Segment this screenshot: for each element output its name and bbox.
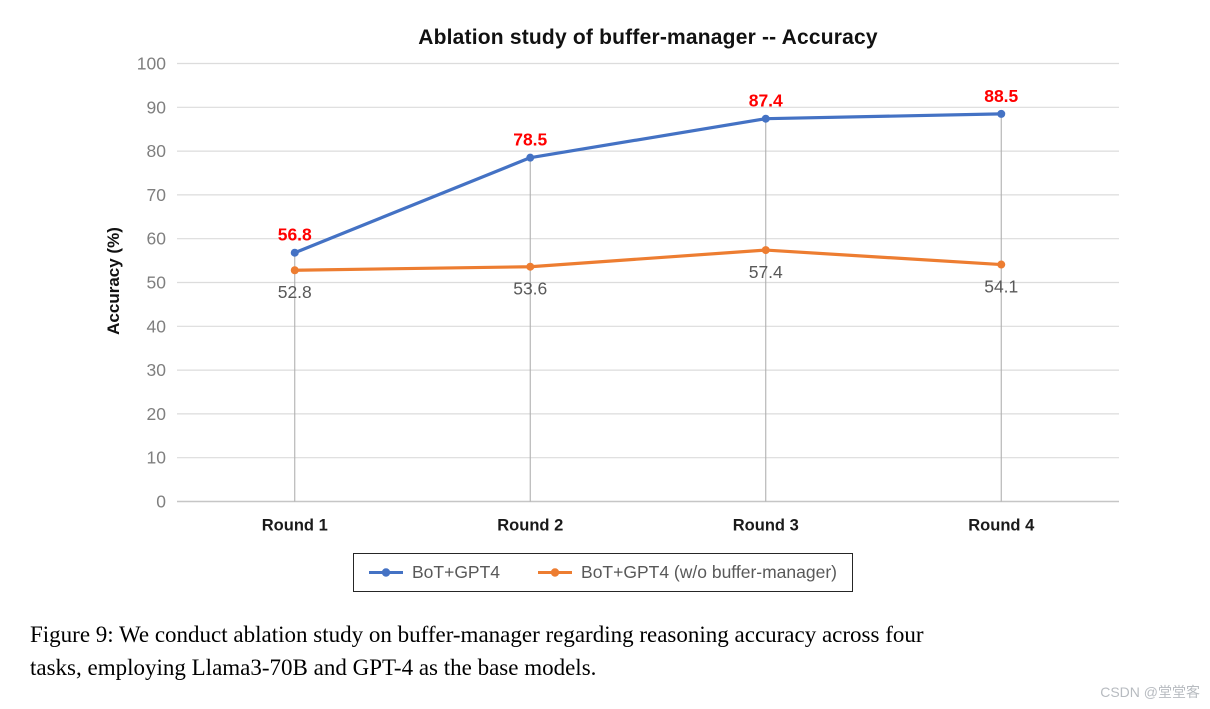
y-tick-label-20: 20 <box>147 404 167 424</box>
chart-title: Ablation study of buffer-manager -- Accu… <box>418 26 878 49</box>
x-tick-label-1: Round 1 <box>262 517 328 535</box>
legend-marker-icon <box>369 568 403 577</box>
legend-label-1: BoT+GPT4 (w/o buffer-manager) <box>581 562 837 582</box>
series-1-data-label-4: 54.1 <box>984 277 1018 297</box>
figure-caption-line1: Figure 9: We conduct ablation study on b… <box>30 622 924 647</box>
y-tick-label-60: 60 <box>147 229 167 249</box>
legend-marker-icon <box>538 568 573 577</box>
series-0-point-4 <box>997 109 1006 118</box>
series-0-point-3 <box>761 114 770 123</box>
legend-item-0: BoT+GPT4 <box>369 562 500 583</box>
series-1-point-4 <box>997 260 1006 269</box>
series-0-point-2 <box>526 153 535 162</box>
watermark: CSDN @堂堂客 <box>1100 684 1200 700</box>
x-tick-label-2: Round 2 <box>497 517 563 535</box>
y-tick-label-90: 90 <box>147 97 167 117</box>
y-tick-label-80: 80 <box>147 141 167 161</box>
series-0-data-label-4: 88.5 <box>984 86 1018 106</box>
y-tick-label-10: 10 <box>147 448 167 468</box>
series-1-point-2 <box>526 262 535 271</box>
y-tick-label-50: 50 <box>147 273 167 293</box>
series-line-0 <box>293 112 1003 255</box>
figure-caption-line2: tasks, employing Llama3-70B and GPT-4 as… <box>30 655 597 680</box>
legend-label-0: BoT+GPT4 <box>412 562 501 582</box>
series-1-data-label-2: 53.6 <box>513 279 547 299</box>
series-1-data-label-3: 57.4 <box>749 262 783 282</box>
series-1-point-1 <box>290 266 299 275</box>
series-line-1 <box>293 248 1003 272</box>
y-tick-label-70: 70 <box>147 185 167 205</box>
series-1-point-3 <box>761 246 770 255</box>
figure-caption: Figure 9: We conduct ablation study on b… <box>30 618 1200 684</box>
series-0-data-label-1: 56.8 <box>278 225 312 245</box>
chart-plot-area: 0 10 20 30 40 50 60 70 80 90 100 Round 1 Round 2 Roun… <box>137 54 1119 535</box>
x-tick-label-4: Round 4 <box>968 517 1035 535</box>
legend-item-1: BoT+GPT4 (w/o buffer-manager) <box>538 562 837 583</box>
series-0-data-label-2: 78.5 <box>513 130 547 150</box>
x-tick-label-3: Round 3 <box>733 517 799 535</box>
series-0-point-1 <box>290 248 299 257</box>
y-tick-label-30: 30 <box>147 360 167 380</box>
chart-legend: BoT+GPT4 BoT+GPT4 (w/o buffer-manager) <box>353 553 853 592</box>
series-0-data-label-3: 87.4 <box>749 91 783 111</box>
series-1-data-label-1: 52.8 <box>278 282 312 302</box>
y-tick-label-40: 40 <box>147 316 167 336</box>
y-tick-label-100: 100 <box>137 54 166 74</box>
y-tick-label-0: 0 <box>156 492 166 512</box>
